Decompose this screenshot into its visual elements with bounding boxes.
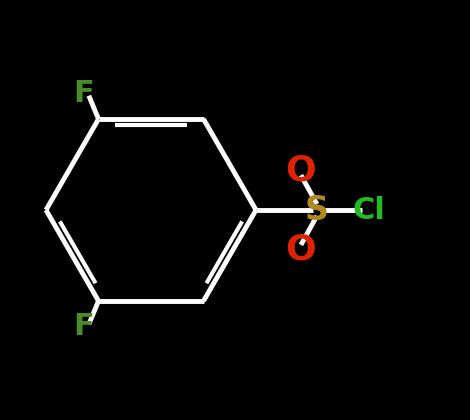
Text: O: O <box>286 233 316 267</box>
Text: F: F <box>73 79 94 108</box>
Text: Cl: Cl <box>353 195 386 225</box>
Text: F: F <box>73 312 94 341</box>
Text: O: O <box>286 153 316 187</box>
Text: S: S <box>305 194 329 226</box>
